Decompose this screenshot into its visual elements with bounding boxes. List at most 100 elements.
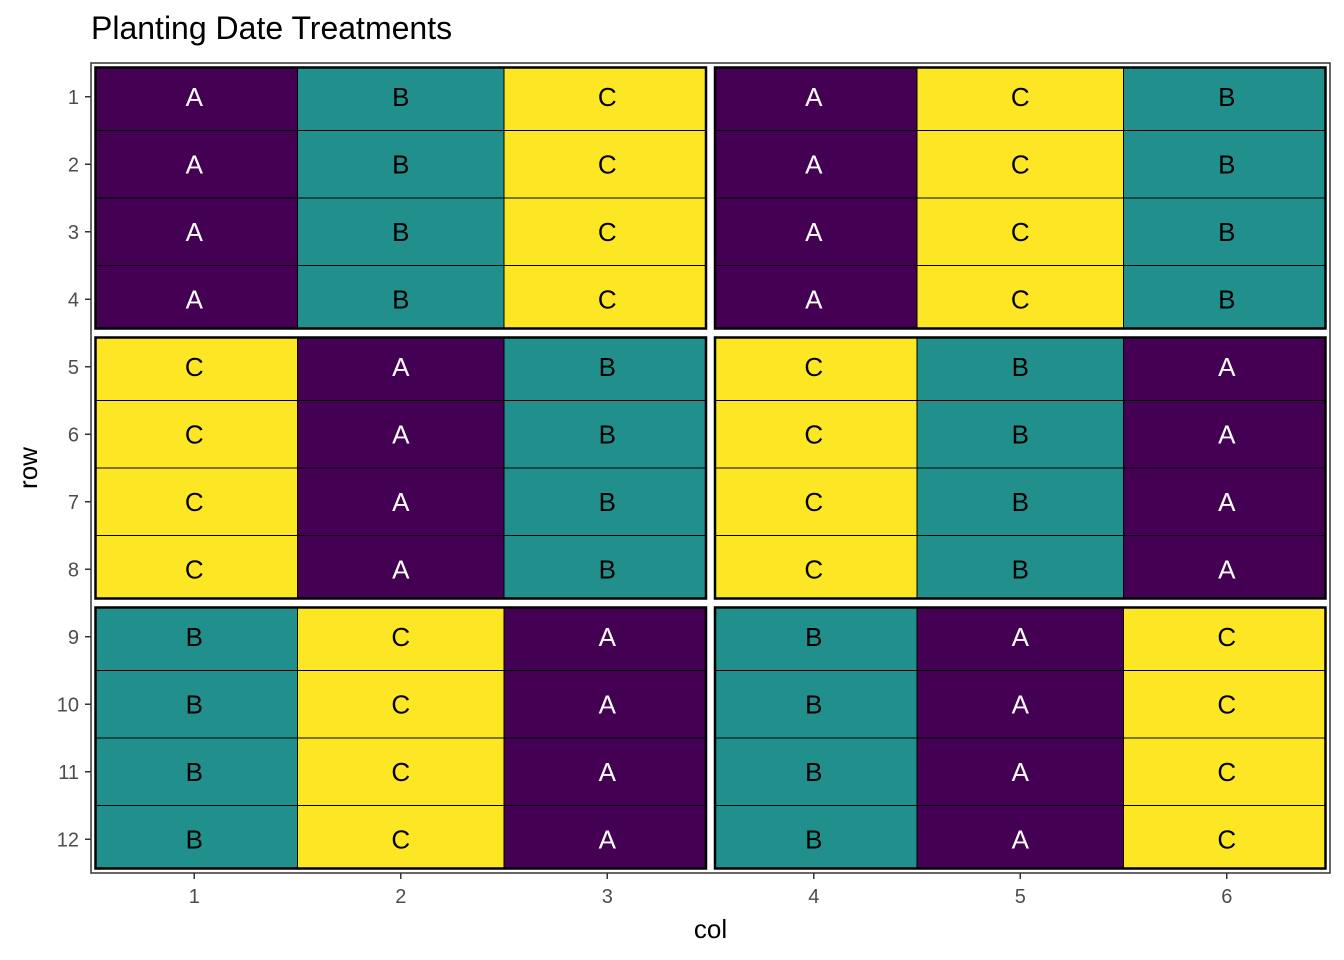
cell-label-r10-c5: A xyxy=(1012,689,1030,719)
cell-r5-c2 xyxy=(297,332,505,401)
cell-label-r3-c3: C xyxy=(598,217,617,247)
cell-r8-c2 xyxy=(297,535,505,604)
cell-r7-c5 xyxy=(916,467,1124,536)
cell-label-r4-c1: A xyxy=(186,284,204,314)
cell-r6-c6 xyxy=(1123,400,1331,469)
cell-label-r4-c5: C xyxy=(1011,284,1030,314)
cell-label-r9-c3: A xyxy=(599,622,617,652)
cell-r4-c3 xyxy=(503,265,711,334)
cell-label-r1-c2: B xyxy=(392,82,409,112)
cell-r4-c6 xyxy=(1123,265,1331,334)
cell-r2-c2 xyxy=(297,130,505,199)
cell-r10-c5 xyxy=(916,670,1124,739)
cell-label-r11-c6: C xyxy=(1217,757,1236,787)
cell-r12-c6 xyxy=(1123,805,1331,874)
cell-label-r5-c3: B xyxy=(599,352,616,382)
block-outline-1-1 xyxy=(91,63,711,333)
cell-label-r1-c4: A xyxy=(805,82,823,112)
cell-label-r11-c5: A xyxy=(1012,757,1030,787)
cell-label-r7-c3: B xyxy=(599,487,616,517)
cell-label-r6-c6: A xyxy=(1218,419,1236,449)
cell-label-r7-c5: B xyxy=(1012,487,1029,517)
cell-label-r3-c4: A xyxy=(805,217,823,247)
cell-r1-c1 xyxy=(90,62,298,131)
cell-r1-c3 xyxy=(503,62,711,131)
cell-r11-c2 xyxy=(297,737,505,806)
cell-label-r10-c2: C xyxy=(391,689,410,719)
cell-r9-c6 xyxy=(1123,602,1331,671)
cell-r6-c5 xyxy=(916,400,1124,469)
cell-r5-c6 xyxy=(1123,332,1331,401)
cell-label-r9-c6: C xyxy=(1217,622,1236,652)
y-tick-label-5: 5 xyxy=(68,357,79,379)
x-axis-title: col xyxy=(694,914,727,944)
cell-label-r2-c5: C xyxy=(1011,149,1030,179)
cell-label-r11-c4: B xyxy=(805,757,822,787)
cell-label-r5-c4: C xyxy=(804,352,823,382)
cell-label-r6-c2: A xyxy=(392,419,410,449)
cell-r2-c1 xyxy=(90,130,298,199)
cell-label-r4-c6: B xyxy=(1218,284,1235,314)
cell-label-r5-c1: C xyxy=(185,352,204,382)
cell-label-r10-c4: B xyxy=(805,689,822,719)
cell-r8-c6 xyxy=(1123,535,1331,604)
y-tick-label-10: 10 xyxy=(57,694,79,716)
cell-label-r6-c1: C xyxy=(185,419,204,449)
cell-label-r6-c4: C xyxy=(804,419,823,449)
block-border-2-2 xyxy=(713,336,1327,600)
cell-r7-c4 xyxy=(710,467,918,536)
cell-r11-c4 xyxy=(710,737,918,806)
cell-label-r8-c4: C xyxy=(804,554,823,584)
cell-label-r2-c3: C xyxy=(598,149,617,179)
cell-r9-c1 xyxy=(90,602,298,671)
cell-r5-c5 xyxy=(916,332,1124,401)
cell-label-r5-c5: B xyxy=(1012,352,1029,382)
cell-label-r10-c6: C xyxy=(1217,689,1236,719)
cell-r11-c3 xyxy=(503,737,711,806)
chart-title: Planting Date Treatments xyxy=(91,10,453,46)
cell-label-r6-c5: B xyxy=(1012,419,1029,449)
cell-r9-c3 xyxy=(503,602,711,671)
cell-label-r1-c3: C xyxy=(598,82,617,112)
cell-r4-c1 xyxy=(90,265,298,334)
cell-r8-c3 xyxy=(503,535,711,604)
cell-label-r1-c5: C xyxy=(1011,82,1030,112)
cell-label-r7-c2: A xyxy=(392,487,410,517)
cell-r3-c2 xyxy=(297,197,505,266)
x-axis: 1 2 3 4 5 6 xyxy=(189,873,1232,908)
block-border-1-1 xyxy=(94,66,708,330)
cell-r6-c2 xyxy=(297,400,505,469)
cell-label-r3-c6: B xyxy=(1218,217,1235,247)
panel-border xyxy=(90,62,1331,874)
cell-label-r5-c2: A xyxy=(392,352,410,382)
cell-r2-c6 xyxy=(1123,130,1331,199)
cell-label-r2-c1: A xyxy=(186,149,204,179)
cell-label-r3-c5: C xyxy=(1011,217,1030,247)
y-tick-label-12: 12 xyxy=(57,829,79,851)
cell-label-r2-c6: B xyxy=(1218,149,1235,179)
block-outline-1-2 xyxy=(710,63,1330,333)
cell-r2-c5 xyxy=(916,130,1124,199)
cell-label-r8-c3: B xyxy=(599,554,616,584)
cell-label-r3-c1: A xyxy=(186,217,204,247)
cell-label-r11-c2: C xyxy=(391,757,410,787)
blocks-layer xyxy=(91,63,1330,873)
cell-r6-c3 xyxy=(503,400,711,469)
cell-r3-c1 xyxy=(90,197,298,266)
cell-label-r1-c6: B xyxy=(1218,82,1235,112)
x-tick-label-3: 3 xyxy=(602,886,613,908)
y-tick-label-3: 3 xyxy=(68,222,79,244)
cell-label-r4-c2: B xyxy=(392,284,409,314)
cell-label-r11-c1: B xyxy=(186,757,203,787)
y-tick-label-2: 2 xyxy=(68,154,79,176)
y-tick-label-9: 9 xyxy=(68,627,79,649)
cell-r12-c2 xyxy=(297,805,505,874)
cell-label-r12-c4: B xyxy=(805,824,822,854)
cell-label-r7-c1: C xyxy=(185,487,204,517)
y-tick-label-1: 1 xyxy=(68,87,79,109)
y-tick-label-7: 7 xyxy=(68,492,79,514)
cell-r3-c3 xyxy=(503,197,711,266)
cell-r8-c1 xyxy=(90,535,298,604)
cell-label-r9-c4: B xyxy=(805,622,822,652)
block-outline-3-2 xyxy=(710,603,1330,873)
